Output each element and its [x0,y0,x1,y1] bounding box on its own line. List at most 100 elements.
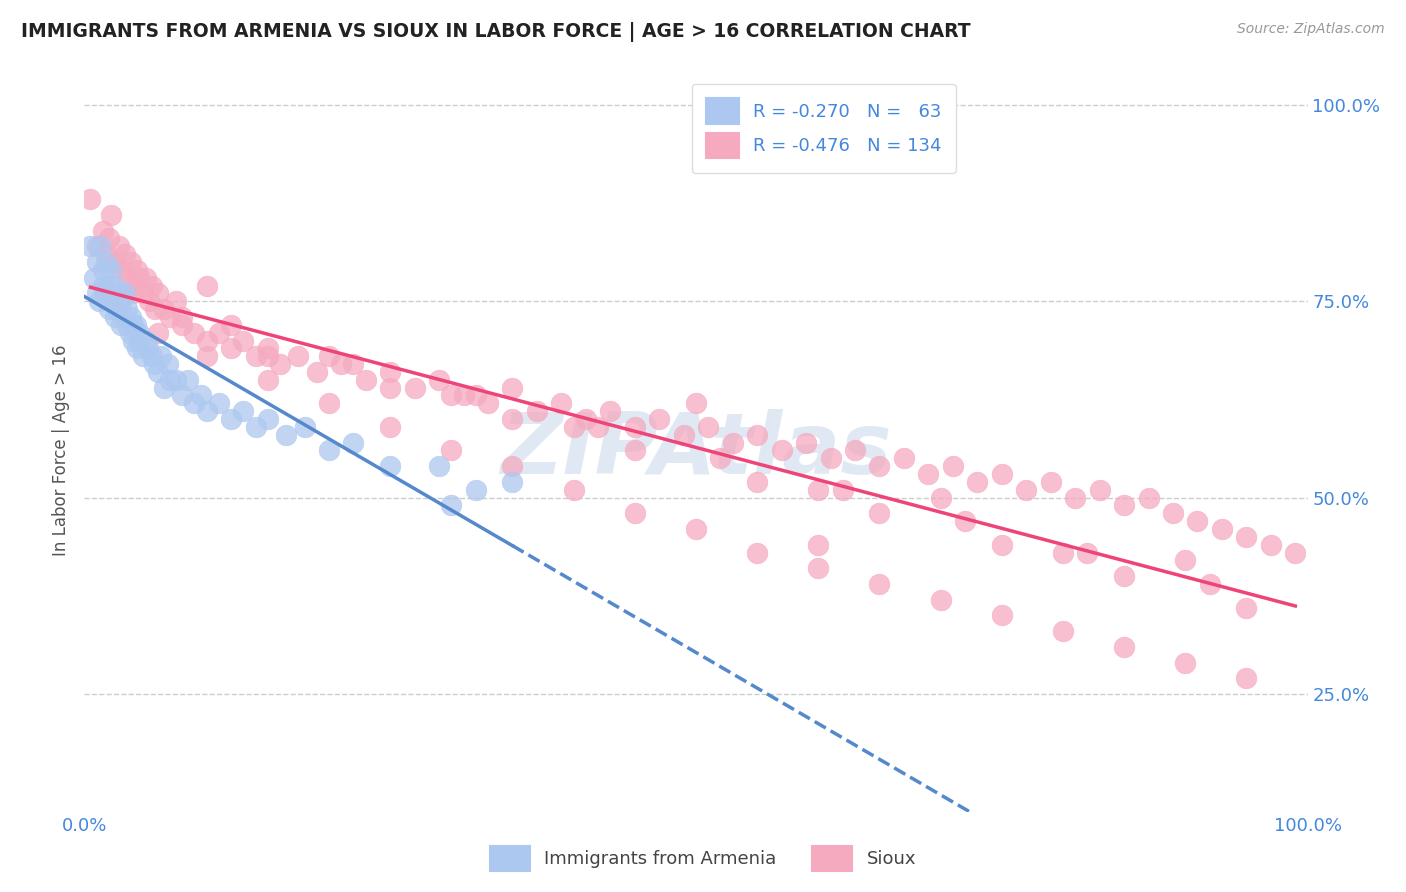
Point [747,475,769,489]
Point [100,208,122,222]
Point [83,270,105,285]
Point [138,294,160,309]
Point [953,514,976,528]
Point [143,357,166,371]
Point [143,302,166,317]
Point [104,310,127,324]
Point [526,404,548,418]
Point [807,538,830,552]
Point [929,592,952,607]
Point [172,388,194,402]
Point [153,381,176,395]
Point [380,420,402,434]
Point [120,310,142,324]
Point [125,342,148,356]
Point [110,318,132,332]
Point [104,278,127,293]
Point [115,318,138,332]
Point [586,420,609,434]
Point [146,326,169,340]
Point [100,262,122,277]
Point [380,365,402,379]
Legend: R = -0.270   N =   63, R = -0.476   N = 134: R = -0.270 N = 63, R = -0.476 N = 134 [692,84,956,173]
Point [440,388,463,402]
Point [269,357,291,371]
Point [87,294,110,309]
Point [807,561,830,575]
Point [464,388,486,402]
Point [942,459,965,474]
Point [104,255,127,269]
Point [794,435,817,450]
Point [991,608,1014,623]
Point [114,286,136,301]
Point [1260,538,1282,552]
Point [159,310,181,324]
Point [685,396,707,410]
Point [245,349,267,363]
Point [893,451,915,466]
Point [141,278,163,293]
Point [1039,475,1062,489]
Point [287,349,309,363]
Point [440,443,463,458]
Point [550,396,572,410]
Point [122,286,145,301]
Point [156,357,179,371]
Point [122,318,145,332]
Point [380,381,402,395]
Point [342,435,364,450]
Point [721,435,744,450]
Point [79,239,101,253]
Point [208,326,231,340]
Point [150,349,173,363]
Point [257,373,280,387]
Point [105,302,128,317]
Point [427,459,450,474]
Point [257,412,280,426]
Point [132,349,155,363]
Point [869,577,891,591]
Point [354,373,377,387]
Point [318,396,340,410]
Point [97,302,120,317]
Point [146,365,169,379]
Point [294,420,316,434]
Point [929,491,952,505]
Point [245,420,267,434]
Point [966,475,988,489]
Point [257,342,280,356]
Point [440,499,463,513]
Point [112,310,135,324]
Point [276,427,298,442]
Point [125,262,148,277]
Point [136,342,159,356]
Point [89,239,111,253]
Point [1236,671,1258,685]
Point [1198,577,1220,591]
Point [1015,483,1038,497]
Point [464,483,486,497]
Point [831,483,853,497]
Point [97,278,120,293]
Point [502,381,524,395]
Point [991,538,1014,552]
Point [869,506,891,520]
Point [135,334,157,348]
Point [562,483,585,497]
Point [100,286,122,301]
Point [110,294,132,309]
Point [79,192,101,206]
Point [190,388,212,402]
Point [1088,483,1111,497]
Point [1174,553,1197,567]
Point [165,373,187,387]
Text: Source: ZipAtlas.com: Source: ZipAtlas.com [1237,22,1385,37]
Point [86,286,108,301]
Point [380,459,402,474]
Point [1187,514,1209,528]
Point [122,278,145,293]
Point [453,388,475,402]
Point [599,404,621,418]
Point [624,506,647,520]
